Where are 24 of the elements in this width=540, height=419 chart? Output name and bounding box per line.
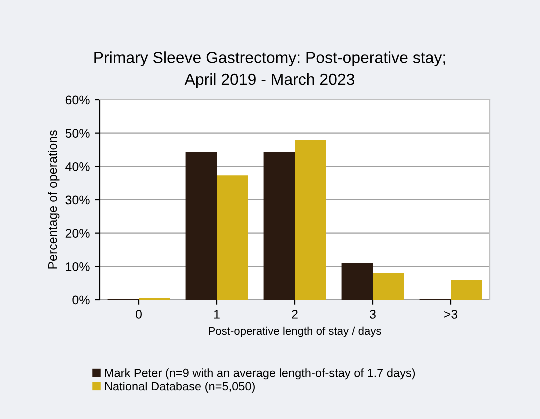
y-tick-label: 10% xyxy=(66,262,90,272)
bar xyxy=(217,176,248,300)
bar xyxy=(373,273,404,300)
legend-label: Mark Peter (n=9 with an average length-of-stay of 1.7 days) xyxy=(105,368,416,380)
y-tick-label: 40% xyxy=(66,162,90,172)
bar xyxy=(342,263,373,300)
bar xyxy=(295,140,326,300)
bar xyxy=(264,152,295,300)
y-tick-label: 60% xyxy=(66,96,90,105)
x-tick-label: 2 xyxy=(292,310,298,319)
x-axis-title: Post-operative length of stay / days xyxy=(209,326,382,338)
y-tick-label: 50% xyxy=(66,129,90,138)
legend-label: National Database (n=5,050) xyxy=(105,382,255,393)
bar xyxy=(186,152,217,300)
x-tick-label: >3 xyxy=(444,310,458,319)
y-tick-label: 0% xyxy=(72,296,90,305)
x-tick-label: 3 xyxy=(370,310,376,319)
y-tick-label: 20% xyxy=(66,229,90,238)
y-tick-label: 30% xyxy=(66,196,90,205)
bar xyxy=(451,280,482,300)
x-tick-label: 1 xyxy=(214,310,220,319)
chart-title: Primary Sleeve Gastrectomy: Post-operative stay; April 2019 - March 2023 xyxy=(94,52,446,88)
y-axis-title: Percentage of operations xyxy=(48,130,60,269)
x-tick-label: 0 xyxy=(136,310,142,319)
